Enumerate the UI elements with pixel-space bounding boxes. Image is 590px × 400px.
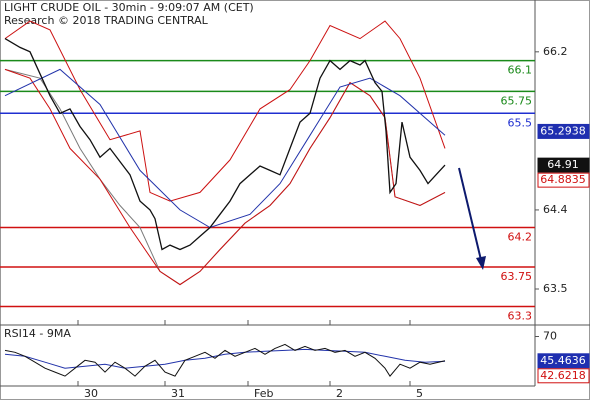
level-label: 66.1 bbox=[508, 64, 533, 77]
level-label: 63.75 bbox=[501, 270, 533, 283]
x-tick-label: 5 bbox=[416, 387, 423, 400]
value-box bbox=[537, 172, 590, 188]
value-box-label: 64.91 bbox=[547, 158, 579, 171]
chart-title: LIGHT CRUDE OIL - 30min - 9:09:07 AM (CE… bbox=[4, 1, 254, 14]
x-tick-label: Feb bbox=[254, 387, 273, 400]
rsi-title: RSI14 - 9MA bbox=[4, 327, 71, 340]
forecast-arrowhead bbox=[476, 256, 486, 270]
y-tick-label: 63.5 bbox=[543, 282, 568, 295]
y-tick-label: 70 bbox=[543, 329, 557, 342]
level-label: 64.2 bbox=[508, 231, 533, 244]
x-tick-label: 31 bbox=[171, 387, 185, 400]
series-line bbox=[4, 38, 446, 251]
forecast-arrow bbox=[458, 167, 482, 261]
chart-subtitle: Research © 2018 TRADING CENTRAL bbox=[4, 14, 209, 27]
value-box-label: 64.8835 bbox=[540, 173, 586, 186]
level-label: 65.75 bbox=[501, 94, 533, 107]
series-line bbox=[4, 68, 446, 229]
series-line bbox=[4, 343, 446, 377]
series-line bbox=[4, 20, 446, 202]
x-tick-label: 2 bbox=[336, 387, 343, 400]
value-box bbox=[537, 123, 590, 139]
level-label: 65.5 bbox=[508, 116, 533, 129]
series-line bbox=[4, 68, 446, 286]
x-tick-label: 30 bbox=[84, 387, 98, 400]
series-line bbox=[4, 348, 446, 369]
value-box bbox=[537, 368, 590, 384]
level-label: 63.3 bbox=[508, 310, 533, 323]
value-box-label: 65.2938 bbox=[540, 124, 586, 137]
y-tick-label: 66.2 bbox=[543, 45, 568, 58]
value-box-label: 42.6218 bbox=[540, 369, 586, 382]
value-box bbox=[537, 157, 590, 173]
y-tick-label: 64.4 bbox=[543, 203, 568, 216]
value-box-label: 45.4636 bbox=[540, 354, 586, 367]
value-box bbox=[537, 353, 590, 369]
